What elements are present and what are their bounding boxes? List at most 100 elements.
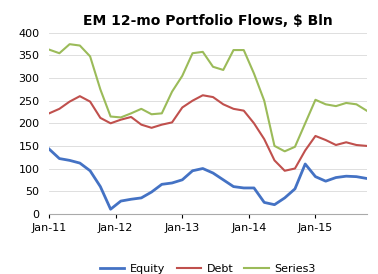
Equity: [88, 169, 92, 172]
Series3: [293, 145, 297, 149]
Equity: [211, 172, 215, 175]
Debt: [282, 169, 287, 172]
Debt: [221, 103, 226, 106]
Series3: [211, 65, 215, 68]
Series3: [149, 113, 154, 116]
Series3: [252, 72, 256, 75]
Equity: [364, 177, 369, 180]
Debt: [190, 99, 195, 102]
Equity: [180, 178, 184, 181]
Debt: [324, 138, 328, 142]
Title: EM 12-mo Portfolio Flows, $ Bln: EM 12-mo Portfolio Flows, $ Bln: [83, 13, 333, 28]
Series3: [200, 50, 205, 53]
Series3: [324, 103, 328, 106]
Equity: [170, 181, 174, 185]
Equity: [324, 179, 328, 183]
Debt: [354, 143, 359, 147]
Equity: [252, 186, 256, 190]
Series3: [221, 68, 226, 72]
Debt: [262, 138, 266, 141]
Debt: [149, 126, 154, 130]
Equity: [303, 162, 307, 165]
Series3: [139, 107, 144, 110]
Equity: [242, 186, 246, 190]
Debt: [293, 167, 297, 170]
Equity: [272, 203, 277, 206]
Equity: [282, 196, 287, 199]
Equity: [98, 185, 102, 188]
Equity: [354, 175, 359, 178]
Debt: [344, 141, 349, 144]
Equity: [344, 175, 349, 178]
Debt: [160, 123, 164, 126]
Series3: [344, 101, 349, 105]
Debt: [170, 121, 174, 124]
Equity: [313, 175, 318, 178]
Equity: [108, 208, 113, 211]
Equity: [57, 157, 62, 160]
Debt: [272, 159, 277, 162]
Equity: [293, 187, 297, 190]
Series3: [170, 90, 174, 93]
Series3: [313, 98, 318, 101]
Line: Series3: Series3: [49, 44, 367, 151]
Series3: [334, 104, 338, 108]
Series3: [47, 48, 51, 51]
Equity: [160, 183, 164, 186]
Series3: [98, 88, 102, 91]
Debt: [200, 94, 205, 97]
Line: Equity: Equity: [49, 149, 367, 209]
Series3: [190, 52, 195, 55]
Debt: [108, 122, 113, 125]
Series3: [67, 42, 72, 46]
Debt: [129, 115, 133, 119]
Equity: [67, 159, 72, 162]
Equity: [221, 178, 226, 181]
Equity: [200, 167, 205, 170]
Debt: [119, 118, 123, 121]
Equity: [77, 161, 82, 165]
Equity: [119, 199, 123, 203]
Equity: [129, 198, 133, 201]
Debt: [334, 143, 338, 147]
Series3: [57, 52, 62, 55]
Series3: [303, 122, 307, 125]
Series3: [160, 112, 164, 115]
Debt: [364, 144, 369, 147]
Equity: [139, 196, 144, 199]
Series3: [354, 103, 359, 106]
Series3: [231, 48, 236, 52]
Debt: [88, 100, 92, 103]
Series3: [88, 55, 92, 58]
Series3: [242, 48, 246, 52]
Series3: [77, 44, 82, 47]
Debt: [303, 149, 307, 152]
Debt: [180, 106, 184, 109]
Equity: [262, 201, 266, 204]
Debt: [231, 107, 236, 110]
Debt: [67, 100, 72, 103]
Debt: [139, 123, 144, 126]
Series3: [364, 109, 369, 112]
Series3: [282, 150, 287, 153]
Series3: [129, 112, 133, 115]
Series3: [272, 144, 277, 147]
Debt: [252, 122, 256, 125]
Equity: [149, 190, 154, 194]
Equity: [47, 147, 51, 151]
Debt: [313, 134, 318, 138]
Debt: [57, 107, 62, 110]
Line: Debt: Debt: [49, 95, 367, 171]
Series3: [180, 74, 184, 78]
Debt: [98, 116, 102, 119]
Debt: [211, 95, 215, 99]
Legend: Equity, Debt, Series3: Equity, Debt, Series3: [96, 259, 320, 274]
Debt: [47, 112, 51, 115]
Series3: [262, 99, 266, 102]
Series3: [119, 116, 123, 119]
Series3: [108, 115, 113, 118]
Equity: [334, 176, 338, 179]
Equity: [190, 169, 195, 172]
Debt: [242, 109, 246, 112]
Equity: [231, 185, 236, 188]
